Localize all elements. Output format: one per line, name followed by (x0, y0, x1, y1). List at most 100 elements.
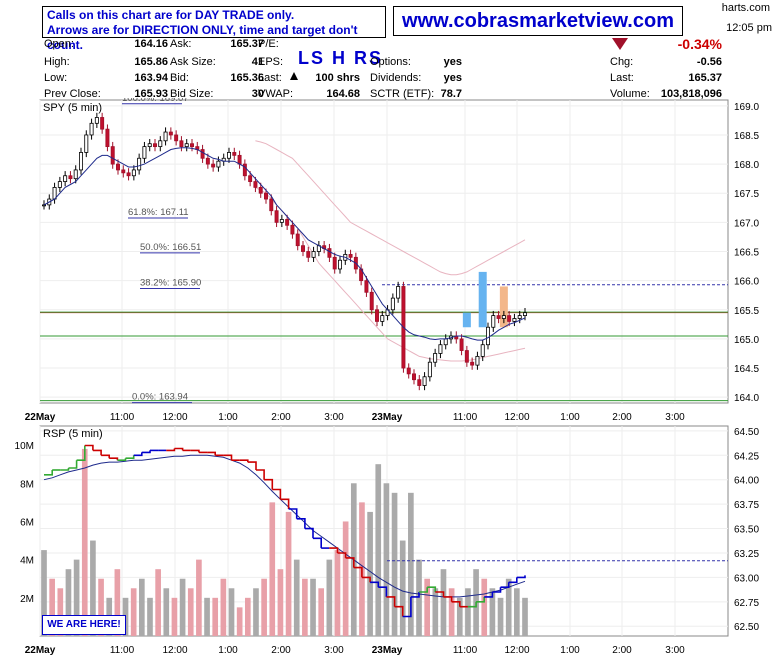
candle-body (332, 256, 337, 270)
x-tick-label: 11:00 (453, 412, 478, 423)
price-step (223, 454, 233, 461)
candle-body (327, 248, 332, 258)
volume-bar (489, 588, 496, 636)
x-tick-label: 3:00 (324, 412, 344, 423)
candle-body (285, 219, 290, 226)
price-step (280, 498, 290, 509)
price-step (68, 460, 78, 469)
price-step (361, 576, 371, 583)
x-tick-label: 12:00 (162, 645, 187, 656)
candle-body (110, 146, 115, 165)
candle-body (121, 169, 126, 174)
price-step (133, 452, 143, 457)
site-banner[interactable]: www.cobrasmarketview.com (393, 6, 683, 36)
highlight-bar (478, 271, 487, 328)
y-tick-label: 166.5 (734, 248, 759, 259)
candle-body (512, 318, 517, 322)
volume-bar (514, 588, 520, 636)
volume-bar (285, 511, 292, 636)
candle-body (517, 315, 522, 319)
notice-line-1: Calls on this chart are for DAY TRADE on… (47, 8, 295, 22)
candle-body (174, 134, 179, 142)
volume-bar (318, 588, 325, 636)
quote-value: 30 (251, 88, 264, 100)
fib-label: 38.2%: 165.90 (140, 277, 201, 288)
candle-body (274, 210, 279, 223)
candle-body (406, 367, 411, 375)
highlight-bar (462, 312, 471, 328)
fib-label: 50.0%: 166.51 (140, 242, 201, 253)
price-step (516, 575, 526, 579)
notice-line-2: Arrows are for DIRECTION ONLY, time and … (47, 23, 358, 52)
quote-label: VWAP: (258, 88, 294, 100)
price-step (256, 469, 265, 480)
candle-body (57, 181, 62, 188)
quote-value: 165.37 (688, 72, 722, 84)
candle-body (295, 233, 300, 247)
y-tick-label: 166.0 (734, 277, 759, 288)
quote-label: Ask: (170, 38, 192, 50)
day-trade-notice: Calls on this chart are for DAY TRADE on… (42, 6, 386, 52)
price-step (101, 454, 110, 459)
moving-average-line (43, 147, 526, 341)
candle-body (480, 344, 485, 357)
candle-body (100, 117, 105, 130)
candle-body (63, 175, 68, 182)
volume-bar (505, 578, 512, 636)
candle-body (470, 361, 475, 366)
price-step (296, 518, 306, 529)
down-arrow-icon (612, 38, 628, 50)
volume-bar (73, 559, 80, 636)
quote-label: Open: (44, 38, 74, 50)
volume-bar (114, 569, 121, 636)
volume-axis-label: 10M (15, 441, 34, 452)
candle-body (427, 361, 432, 378)
y-tick-label: 165.5 (734, 306, 759, 317)
y-tick-label: 164.5 (734, 364, 759, 375)
candle-body (105, 128, 110, 148)
volume-bar (236, 607, 243, 636)
price-step (329, 547, 339, 553)
price-step (443, 596, 453, 602)
volume-bar (293, 559, 300, 636)
volume-bar (196, 559, 202, 636)
candle-body (126, 172, 131, 177)
x-tick-label: 2:00 (612, 412, 632, 423)
quote-value: 41 (251, 56, 264, 68)
candle-body (147, 143, 152, 148)
x-tick-label: 1:00 (560, 645, 580, 656)
candle-body (464, 350, 469, 363)
volume-axis-label: 2M (20, 594, 34, 605)
volume-bar (65, 569, 72, 636)
candle-body (433, 353, 438, 363)
price-step (337, 552, 347, 558)
price-step (304, 527, 314, 539)
candle-body (184, 143, 189, 148)
volume-bar (408, 492, 414, 636)
volume-bar (342, 521, 349, 636)
y-tick-label: 63.75 (734, 500, 759, 511)
candle-body (131, 169, 136, 177)
volume-bar (163, 588, 170, 636)
candle-body (279, 219, 284, 223)
candle-body (507, 315, 512, 322)
x-tick-label: 1:00 (218, 412, 238, 423)
candle-body (459, 338, 464, 351)
we-are-here-box: WE ARE HERE! (42, 615, 126, 635)
x-tick-label: 11:00 (110, 645, 135, 656)
volume-bar (465, 588, 471, 636)
price-step (353, 566, 363, 578)
volume-bar (155, 569, 161, 636)
y-tick-label: 62.75 (734, 598, 759, 609)
quote-value: 164.68 (326, 88, 360, 100)
candle-body (380, 315, 385, 322)
spy-price-chart: 164.0 164.5 165.0 165.5 166.0 166.5 167.0 167.5… (25, 98, 760, 423)
candle-body (179, 140, 184, 148)
y-tick-label: 164.0 (734, 393, 759, 404)
candle-body (348, 254, 353, 258)
quote-label: Last: (610, 72, 634, 84)
price-step (207, 451, 216, 456)
x-tick-label: 23May (372, 412, 403, 423)
candle-body (523, 312, 527, 316)
price-step (451, 601, 461, 607)
